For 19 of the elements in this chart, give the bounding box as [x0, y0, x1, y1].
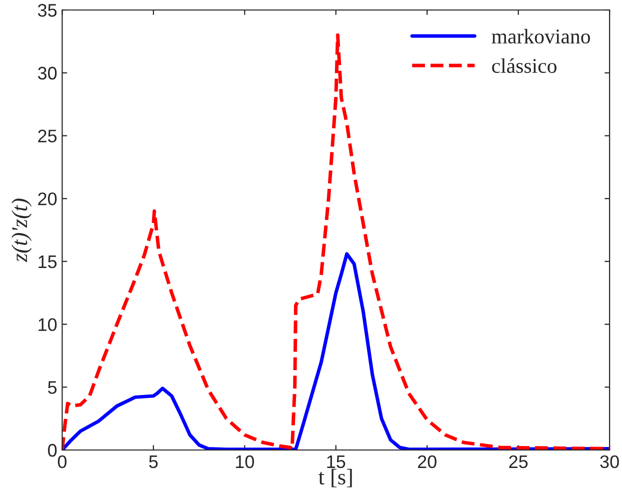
y-axis-title: z(t)'z(t) — [12, 198, 32, 262]
x-tick-label: 5 — [149, 456, 158, 468]
x-axis-title: t [s] — [318, 468, 352, 488]
y-tick-label: 0 — [48, 444, 57, 457]
x-tick-label: 20 — [418, 455, 436, 468]
y-tick-label: 10 — [38, 318, 57, 332]
y-tick-label: 35 — [38, 4, 57, 17]
y-tick-label: 15 — [38, 256, 57, 268]
x-tick-label: 15 — [327, 456, 346, 468]
x-tick-label: 10 — [236, 455, 254, 468]
legend-label: clássico — [492, 58, 556, 73]
legend-label: markoviano — [492, 28, 590, 44]
y-tick-label: 30 — [38, 66, 57, 80]
x-tick-label: 25 — [509, 455, 528, 468]
x-tick-label: 30 — [600, 455, 619, 468]
y-tick-label: 25 — [38, 130, 57, 142]
y-tick-label: 5 — [48, 381, 57, 394]
y-tick-label: 20 — [38, 192, 57, 206]
x-tick-label: 0 — [58, 455, 67, 468]
